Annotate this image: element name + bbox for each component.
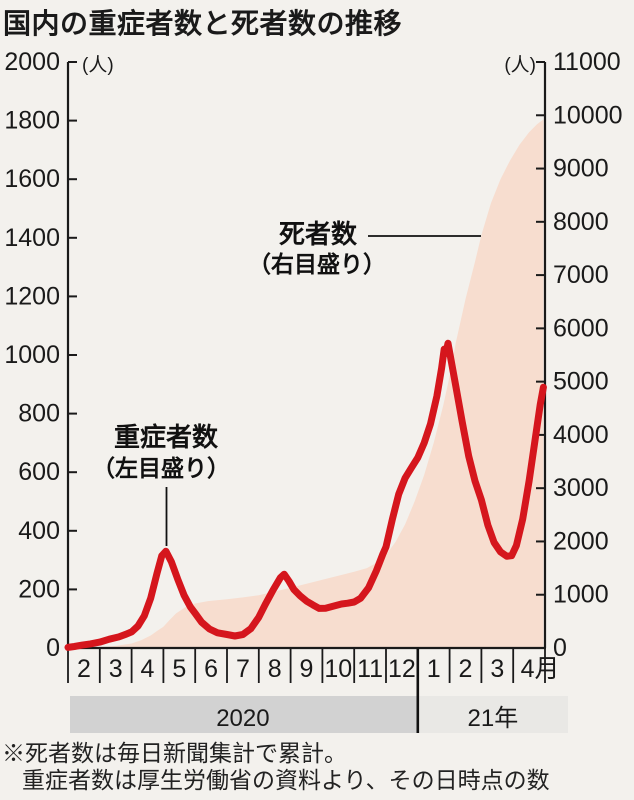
right-tick-label: 5000: [553, 368, 609, 396]
right-axis-unit: (人): [504, 54, 536, 76]
left-tick-label: 1400: [4, 224, 60, 252]
left-tick-label: 200: [18, 575, 60, 603]
annotation-severe-label: 重症者数: [114, 422, 219, 452]
footnote-line1: ※死者数は毎日新聞集計で累計。: [2, 741, 347, 766]
left-tick-label: 0: [46, 634, 60, 662]
right-tick-label: 10000: [553, 101, 623, 129]
left-tick-label: 800: [18, 400, 60, 428]
right-tick-label: 8000: [553, 208, 609, 236]
right-tick-label: 2000: [553, 527, 609, 555]
annotation-severe-scale-note: （左目盛り）: [92, 455, 230, 481]
month-label: 10: [324, 655, 352, 683]
right-tick-label: 6000: [553, 314, 609, 342]
severe-line: [64, 339, 547, 651]
left-tick-label: 1000: [4, 341, 60, 369]
month-label: 2: [77, 655, 91, 683]
right-tick-label: 9000: [553, 155, 609, 183]
left-axis-unit: (人): [82, 54, 114, 76]
right-tick-label: 7000: [553, 261, 609, 289]
month-label: 3: [490, 655, 504, 683]
month-label: 3: [109, 655, 123, 683]
month-label: 9: [300, 655, 314, 683]
year-band-2021: [417, 696, 568, 733]
month-label: 5: [172, 655, 186, 683]
year-band-2020: [70, 696, 418, 733]
right-tick-label: 11000: [553, 48, 621, 76]
left-tick-label: 1200: [4, 282, 60, 310]
left-tick-label: 600: [18, 458, 60, 486]
month-label: 1: [427, 655, 441, 683]
footnote-line2: 重症者数は厚生労働省の資料より、その日時点の数: [22, 768, 550, 793]
left-tick-label: 400: [18, 517, 60, 545]
month-label: 4: [141, 655, 155, 683]
left-tick-label: 2000: [4, 48, 60, 76]
right-tick-label: 3000: [553, 474, 609, 502]
month-label: 7: [236, 655, 250, 683]
left-tick-label: 1600: [4, 165, 60, 193]
year-label-2021: 21年: [468, 705, 519, 732]
deaths-area: [68, 119, 544, 648]
right-tick-label: 0: [553, 634, 567, 662]
month-label: 4月: [521, 655, 560, 683]
month-label: 2: [459, 655, 473, 683]
page-title: 国内の重症者数と死者数の推移: [3, 8, 403, 39]
month-label: 8: [268, 655, 282, 683]
month-label: 6: [204, 655, 218, 683]
annotation-deaths-scale-note: （右目盛り）: [248, 251, 386, 277]
month-label: 11: [357, 655, 383, 683]
right-tick-label: 1000: [553, 581, 609, 609]
month-label: 12: [388, 655, 416, 683]
annotation-deaths-label: 死者数: [279, 219, 358, 249]
left-tick-label: 1800: [4, 107, 60, 135]
right-tick-label: 4000: [553, 421, 609, 449]
year-label-2020: 2020: [216, 705, 269, 732]
